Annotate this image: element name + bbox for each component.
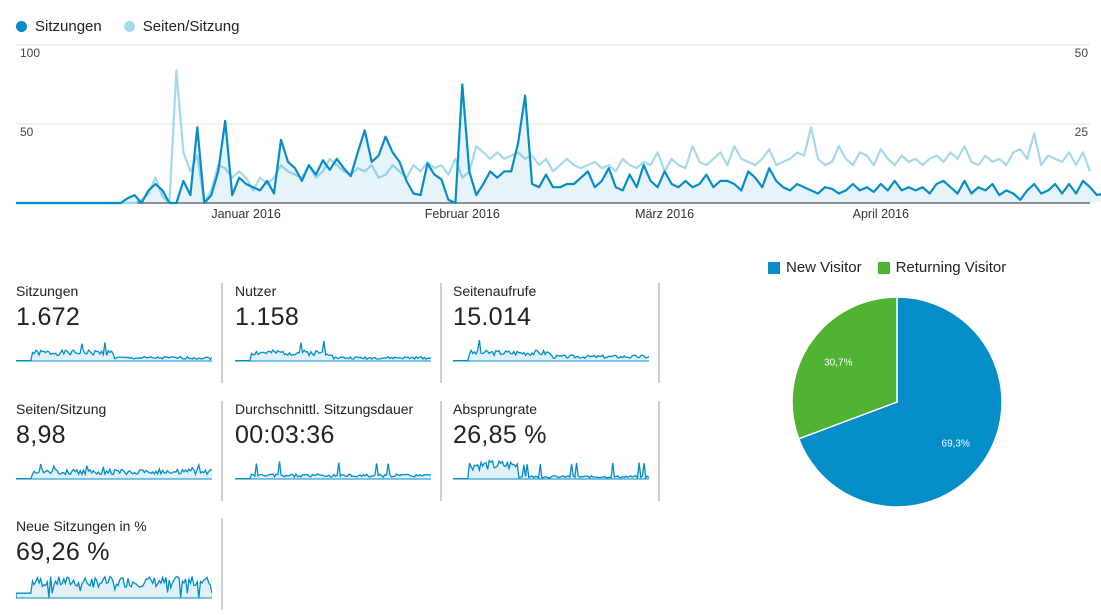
metric-value: 00:03:36 <box>235 421 335 449</box>
metric-label: Seitenaufrufe <box>453 283 537 299</box>
metric-seitenaufrufe[interactable]: Seitenaufrufe 15.014 <box>453 283 660 383</box>
pie-label-new-visitor: 69,3% <box>942 439 970 450</box>
y-left-tick-50: 50 <box>20 125 34 139</box>
metric-label: Seiten/Sitzung <box>16 401 107 417</box>
pie-slice-new-visitor[interactable] <box>797 296 1003 508</box>
series-line-seiten-sitzung <box>16 69 1092 205</box>
x-axis-month-label: März 2016 <box>635 207 694 221</box>
pie-legend: New Visitor Returning Visitor <box>768 259 1006 276</box>
sparkline-area <box>453 460 649 479</box>
x-axis-month-label: April 2016 <box>853 207 909 221</box>
pie-legend-label: New Visitor <box>786 259 862 276</box>
series-line-sitzungen <box>16 83 1101 205</box>
metric-label: Nutzer <box>235 283 277 299</box>
sparkline <box>16 462 212 480</box>
sparkline-area <box>235 461 431 479</box>
visitor-pie-chart: 69,3% 30,7% <box>791 296 1003 508</box>
metric-absprungrate[interactable]: Absprungrate 26,85 % <box>453 401 660 501</box>
sparkline <box>453 339 649 362</box>
sparkline <box>235 461 431 480</box>
metric-value: 69,26 % <box>16 538 110 566</box>
pie-slice-returning-visitor[interactable] <box>791 296 898 440</box>
sparkline-area <box>453 340 649 361</box>
metric-sitzungsdauer[interactable]: Durchschnittl. Sitzungsdauer 00:03:36 <box>235 401 442 501</box>
sparkline <box>453 459 649 480</box>
metric-label: Absprungrate <box>453 401 538 417</box>
pie-legend-returning-visitor[interactable]: Returning Visitor <box>877 259 1007 276</box>
legend-dot-icon <box>123 21 135 32</box>
pie-legend-new-visitor[interactable]: New Visitor <box>768 259 862 276</box>
sparkline-area <box>16 342 212 361</box>
chart-legend: Sitzungen Seiten/Sitzung <box>16 18 239 35</box>
metric-value: 1.672 <box>16 303 81 331</box>
metric-label: Durchschnittl. Sitzungsdauer <box>235 401 414 417</box>
metric-sitzungen[interactable]: Sitzungen 1.672 <box>16 283 223 383</box>
series-area-sitzungen <box>16 84 1101 203</box>
y-right-tick-25: 25 <box>1075 125 1089 139</box>
legend-item-seiten-sitzung[interactable]: Seiten/Sitzung <box>123 18 240 35</box>
main-line-chart: 100 50 50 25 Januar 2016 Februar 2016 März… <box>16 44 1101 221</box>
metric-value: 26,85 % <box>453 421 547 449</box>
metric-seiten-sitzung[interactable]: Seiten/Sitzung 8,98 <box>16 401 223 501</box>
x-axis-month-label: Februar 2016 <box>425 207 500 221</box>
legend-label: Seiten/Sitzung <box>142 18 240 35</box>
sparkline <box>16 342 212 362</box>
metric-value: 1.158 <box>235 303 300 331</box>
metric-neue-sitzungen[interactable]: Neue Sitzungen in % 69,26 % <box>16 518 223 610</box>
pie-legend-label: Returning Visitor <box>895 259 1007 276</box>
legend-dot-icon <box>16 21 27 32</box>
metric-label: Sitzungen <box>16 283 79 299</box>
legend-square-icon <box>768 261 780 274</box>
metric-nutzer[interactable]: Nutzer 1.158 <box>235 283 442 383</box>
metric-label: Neue Sitzungen in % <box>16 518 147 534</box>
pie-label-returning-visitor: 30,7% <box>824 357 852 368</box>
sparkline-area <box>16 464 212 479</box>
y-left-tick-100: 100 <box>20 46 40 60</box>
legend-item-sitzungen[interactable]: Sitzungen <box>16 18 102 35</box>
sparkline <box>235 340 431 362</box>
sparkline-area <box>235 341 431 361</box>
sparkline <box>16 575 212 599</box>
legend-square-icon <box>877 261 890 274</box>
legend-label: Sitzungen <box>35 18 102 35</box>
x-axis-month-label: Januar 2016 <box>211 207 281 221</box>
metric-value: 15.014 <box>453 303 532 331</box>
y-right-tick-50: 50 <box>1075 46 1089 60</box>
metric-value: 8,98 <box>16 421 66 449</box>
